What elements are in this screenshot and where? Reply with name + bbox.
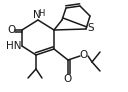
Text: H: H (38, 8, 44, 17)
Text: N: N (33, 10, 41, 20)
Text: O: O (8, 25, 16, 35)
Text: O: O (64, 74, 72, 84)
Text: S: S (88, 23, 94, 33)
Text: O: O (80, 50, 88, 60)
Text: HN: HN (6, 41, 22, 51)
